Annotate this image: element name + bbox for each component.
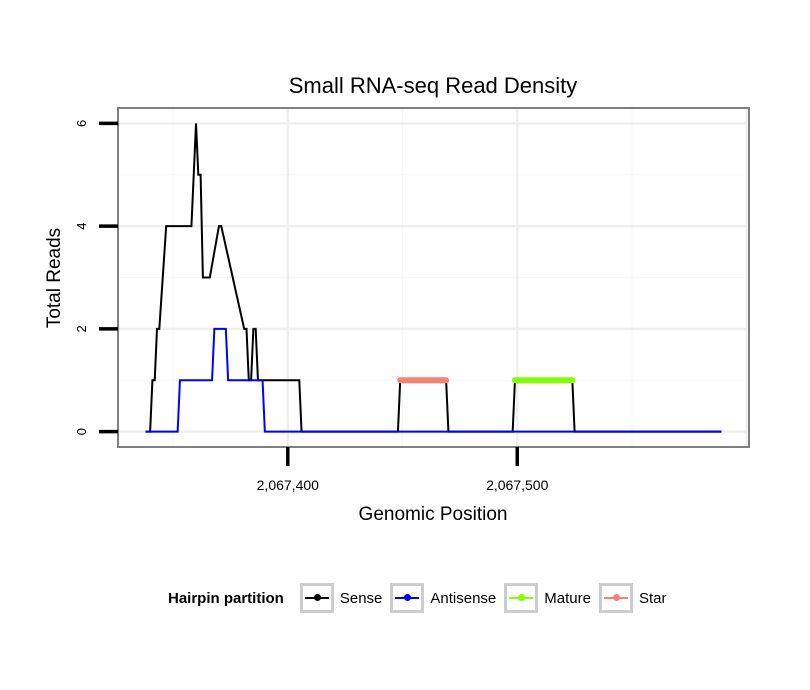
legend-item-sense: Sense <box>299 583 383 613</box>
grid <box>118 108 749 447</box>
legend-label-sense: Sense <box>339 589 383 607</box>
legend-key-sense <box>299 583 334 613</box>
legend-label-star: Star <box>638 589 667 607</box>
series-line-antisense <box>145 327 722 433</box>
legend-title: Hairpin partition <box>168 589 284 607</box>
y-tick-label: 2 <box>74 325 89 332</box>
legend-item-star: Star <box>598 583 667 613</box>
y-axis-label: Total Reads <box>44 228 65 328</box>
plot-border <box>117 107 750 448</box>
legend: Hairpin partition Sense Antisense Mature… <box>168 580 674 616</box>
series-line-sense <box>145 123 722 433</box>
series-layer <box>145 123 722 433</box>
y-tick-label: 0 <box>74 428 89 435</box>
chart-title: Small RNA-seq Read Density <box>289 73 578 98</box>
axes: 0 2 4 6 2,067,400 2,067,500 <box>74 120 549 493</box>
chart: Small RNA-seq Read Density 0 2 4 6 2,067,400… <box>44 73 750 525</box>
legend-key-mature <box>504 583 539 613</box>
y-tick-label: 4 <box>74 223 89 230</box>
x-axis-label: Genomic Position <box>359 504 508 525</box>
legend-key-star <box>598 583 633 613</box>
legend-key-antisense <box>390 583 425 613</box>
y-tick-label: 6 <box>74 120 89 127</box>
x-tick-label: 2,067,500 <box>486 477 548 493</box>
legend-item-antisense: Antisense <box>390 583 496 613</box>
x-tick-label: 2,067,400 <box>257 477 319 493</box>
legend-item-mature: Mature <box>504 583 591 613</box>
legend-label-mature: Mature <box>544 589 591 607</box>
legend-label-antisense: Antisense <box>430 589 497 607</box>
